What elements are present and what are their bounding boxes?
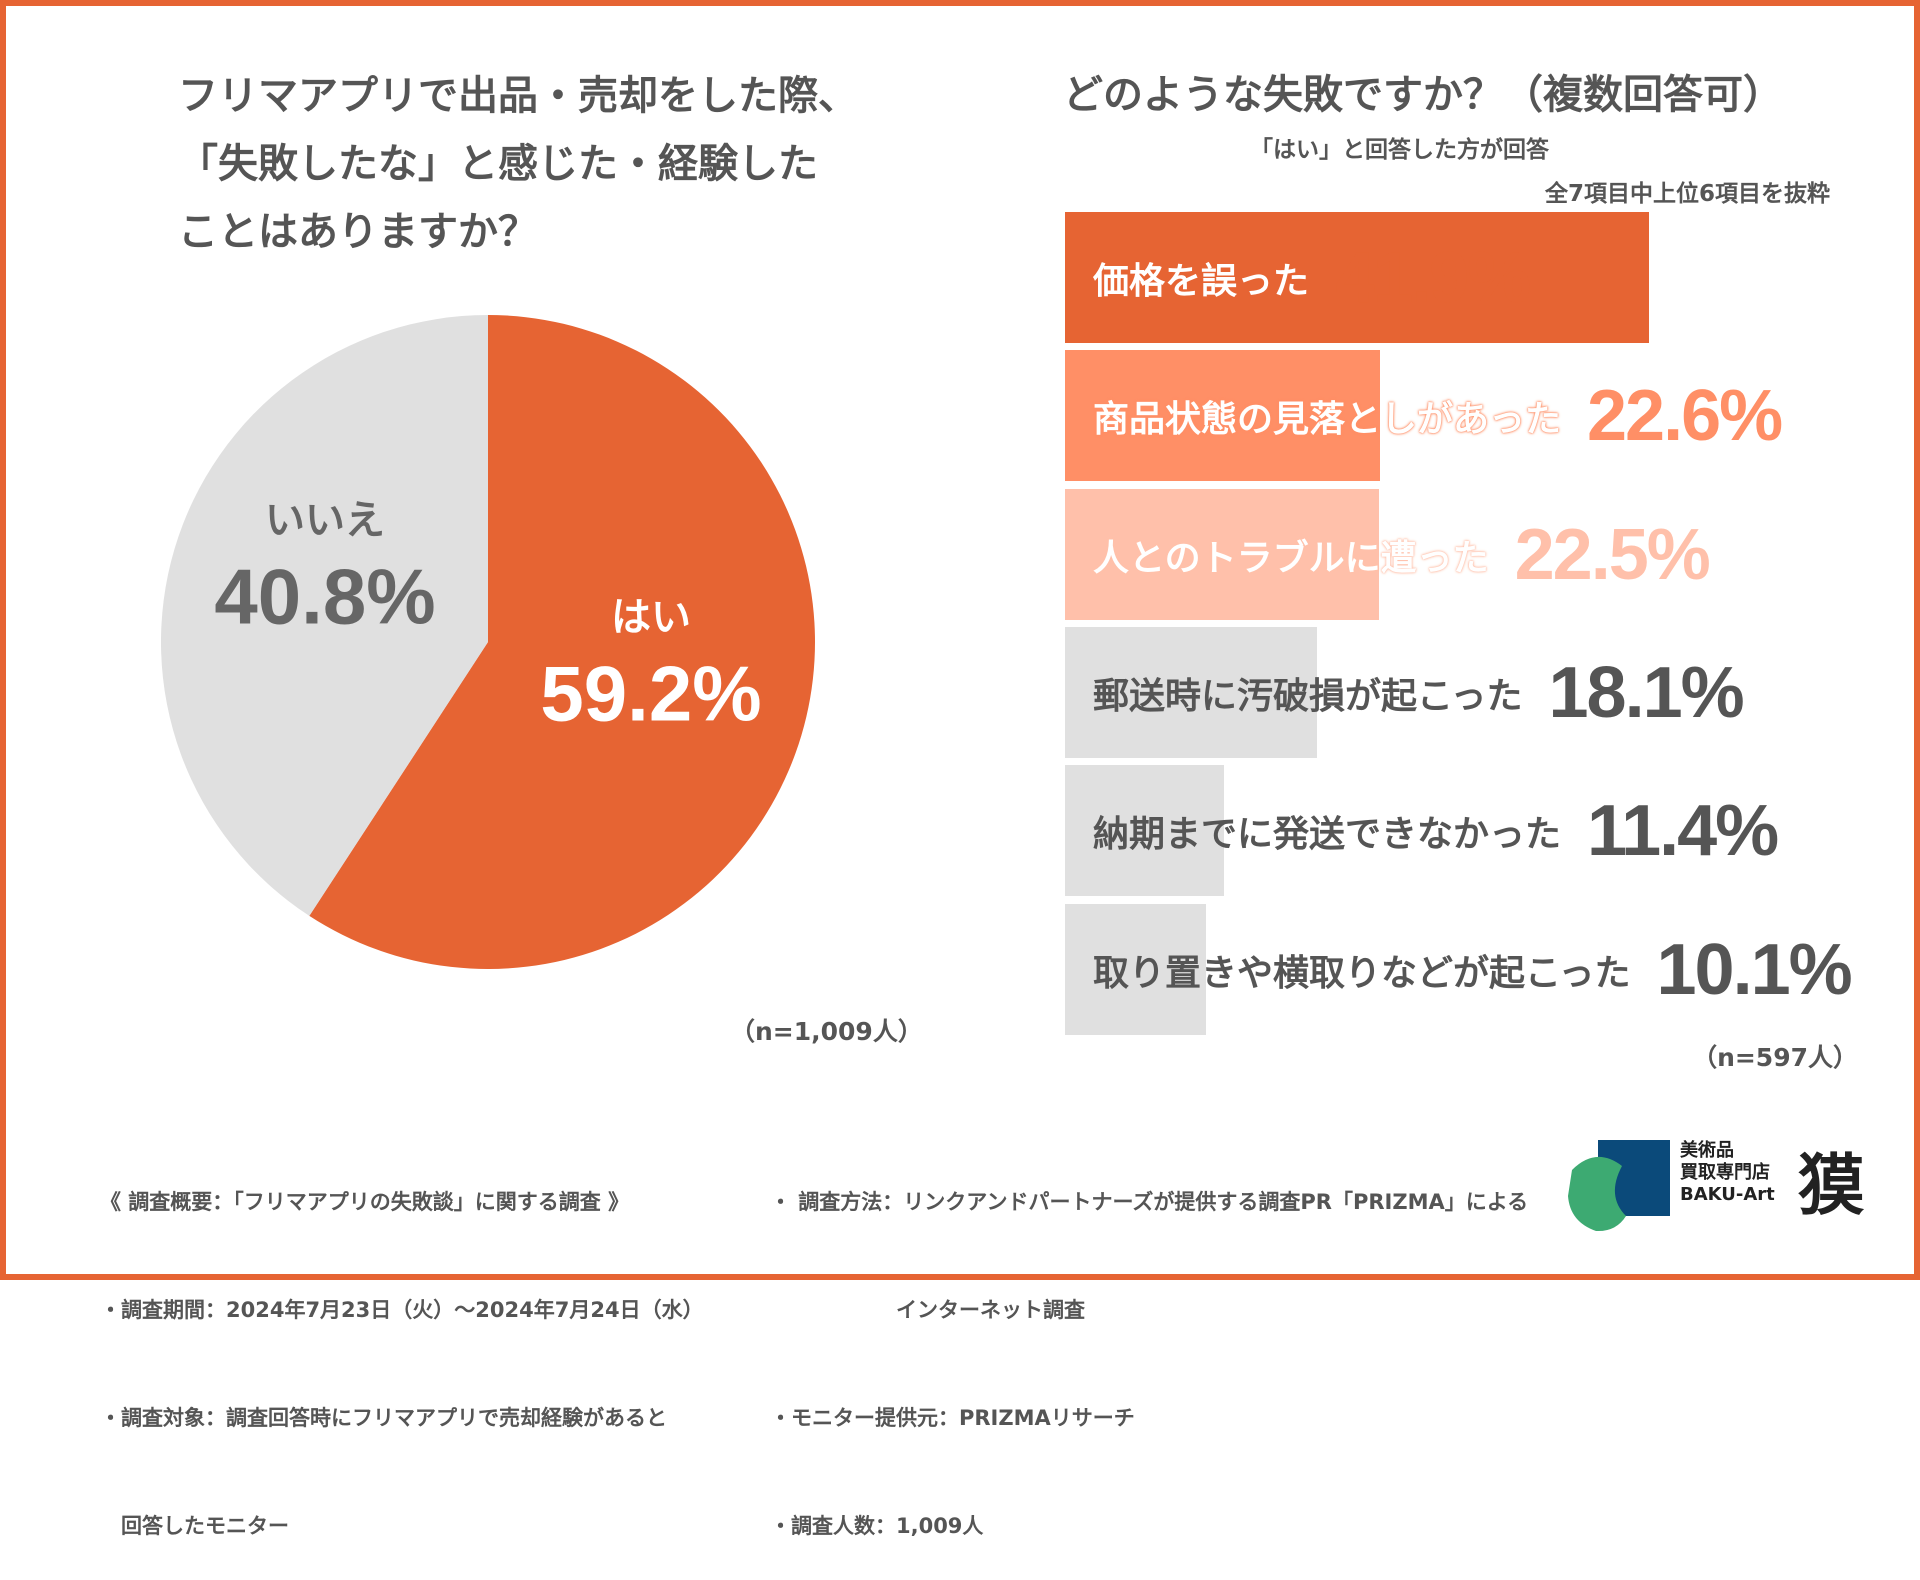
footer-line: ・ 調査方法：リンクアンドパートナーズが提供する調査PR「PRIZMA」による <box>770 1190 1529 1214</box>
bar <box>1065 212 1650 343</box>
footer-line: ・モニター提供元：PRIZMAリサーチ <box>770 1406 1135 1430</box>
bar-value: 22.6% <box>1587 375 1783 456</box>
bar-label: 取り置きや横取りなどが起こった <box>1093 952 1631 994</box>
bar-value: 22.5% <box>1514 514 1711 595</box>
logo-text: 美術品 買取専門店 BAKU-Art <box>1680 1140 1775 1206</box>
bar-label: 価格を誤った <box>1093 260 1310 302</box>
bar-text: 価格を誤った 41.9% <box>1093 212 1531 343</box>
bar-value: 41.9% <box>1335 237 1531 318</box>
bar-label: 郵送時に汚破損が起こった <box>1093 675 1523 717</box>
logo-line: BAKU-Art <box>1680 1184 1775 1205</box>
footer-survey-method: ・ 調査方法：リンクアンドパートナーズが提供する調査PR「PRIZMA」による … <box>770 1112 1528 1580</box>
pie-chart: はい 59.2% いいえ 40.8% <box>161 315 816 969</box>
pie-slice-label: いいえ <box>265 499 385 543</box>
baku-logo-icon <box>1568 1140 1670 1232</box>
pie-slice-value: 40.8% <box>214 553 435 641</box>
footer-line: 《 調査概要：「フリマアプリの失敗談」に関する調査 》 <box>100 1190 630 1214</box>
left-question-title: フリマアプリで出品・売却をした際、 「失敗したな」と感じた・経験した ことはあり… <box>178 73 858 255</box>
bar-value: 11.4% <box>1587 790 1779 871</box>
bar <box>1065 627 1318 758</box>
right-note: 全7項目中上位6項目を抜粋 <box>1544 181 1830 207</box>
footer-line: ・調査対象：調査回答時にフリマアプリで売却経験があると <box>100 1406 667 1430</box>
bar-value: 10.1% <box>1656 929 1852 1010</box>
bar-label: 人とのトラブルに遭った <box>1093 537 1489 579</box>
bar-label: 納期までに発送できなかった <box>1093 813 1562 855</box>
bar-text: 人とのトラブルに遭った 22.5% <box>1093 489 1711 620</box>
right-subtitle: 「はい」と回答した方が回答 <box>1250 137 1549 163</box>
footer-line: 回答したモニター <box>100 1514 289 1538</box>
bar <box>1065 350 1381 481</box>
footer-line: インターネット調査 <box>770 1298 1085 1322</box>
footer-line: ・調査人数：1,009人 <box>770 1514 984 1538</box>
pie-slice-label: はい <box>611 595 691 639</box>
pie-slice-no <box>161 315 488 916</box>
frame-border <box>0 0 1920 1280</box>
pie-slice-yes <box>309 315 816 969</box>
logo-kanji: 獏 <box>1798 1147 1864 1224</box>
bar-text: 商品状態の見落としがあった 22.6% <box>1093 350 1783 481</box>
bar <box>1065 489 1379 620</box>
footer-line: ・調査期間：2024年7月23日（火）～2024年7月24日（水） <box>100 1298 704 1322</box>
pie-slice-value: 59.2% <box>540 649 761 737</box>
right-question-title: どのような失敗ですか？（複数回答可） <box>1063 72 1783 118</box>
right-sample-size: （n=597人） <box>1692 1043 1858 1072</box>
bar-text: 郵送時に汚破損が起こった 18.1% <box>1093 627 1745 758</box>
bar <box>1065 904 1206 1035</box>
logo-line: 買取専門店 <box>1680 1162 1770 1183</box>
bar-text: 取り置きや横取りなどが起こった 10.1% <box>1093 904 1853 1035</box>
bar <box>1065 765 1224 896</box>
bar-label: 商品状態の見落としがあった <box>1093 398 1562 440</box>
bar-text: 納期までに発送できなかった 11.4% <box>1093 765 1779 896</box>
logo-line: 美術品 <box>1680 1140 1734 1161</box>
bar-value: 18.1% <box>1548 652 1744 733</box>
left-sample-size: （n=1,009人） <box>730 1017 923 1046</box>
footer-survey-overview: 《 調査概要：「フリマアプリの失敗談」に関する調査 》 ・調査期間：2024年7… <box>100 1112 704 1580</box>
